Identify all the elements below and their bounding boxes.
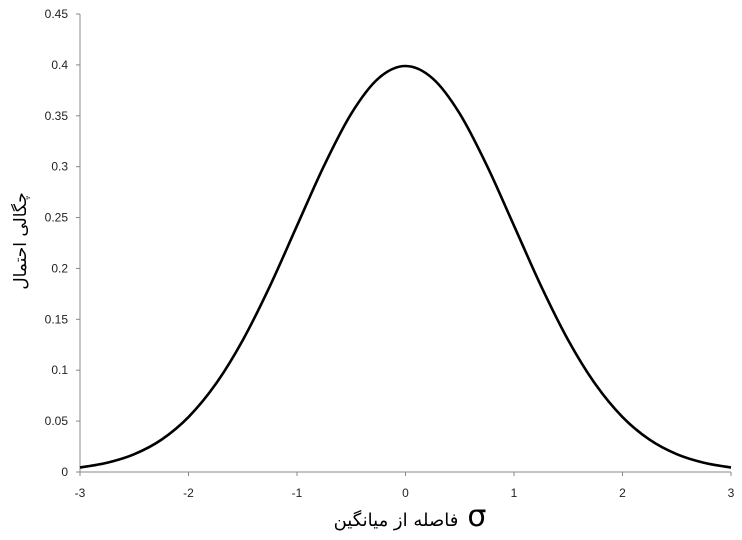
y-tick-label: 0.25 — [45, 211, 69, 225]
y-tick-label: 0.2 — [51, 261, 68, 275]
series-line — [79, 64, 732, 469]
x-tick-label: 3 — [728, 486, 735, 500]
y-tick-label: 0.3 — [51, 160, 68, 174]
x-tick-label: -1 — [292, 486, 303, 500]
y-tick-label: 0 — [61, 465, 68, 479]
y-tick-label: 0.45 — [45, 7, 69, 21]
y-tick-label: 0.4 — [51, 58, 68, 72]
x-tick-label: 2 — [619, 486, 626, 500]
x-tick-label: 1 — [511, 486, 518, 500]
x-tick-label: -2 — [183, 486, 194, 500]
x-tick-label: -3 — [75, 486, 86, 500]
x-tick-label: 0 — [402, 486, 409, 500]
y-axis-label: چگالی احتمال — [10, 192, 31, 290]
x-axis-label-symbol: σ — [467, 499, 486, 534]
y-axis-ticks: 0 0.05 0.1 0.15 0.2 0.25 0.3 0.35 0.4 0.45 — [45, 7, 80, 479]
x-axis-ticks: -3 -2 -1 0 1 2 3 — [75, 472, 735, 500]
y-tick-label: 0.05 — [45, 414, 69, 428]
x-axis-label: فاصله از میانگین σ — [334, 499, 487, 534]
y-tick-label: 0.15 — [45, 312, 69, 326]
y-tick-label: 0.35 — [45, 109, 69, 123]
axes — [79, 14, 731, 473]
y-tick-label: 0.1 — [51, 363, 68, 377]
x-axis-label-text: فاصله از میانگین — [334, 509, 459, 531]
